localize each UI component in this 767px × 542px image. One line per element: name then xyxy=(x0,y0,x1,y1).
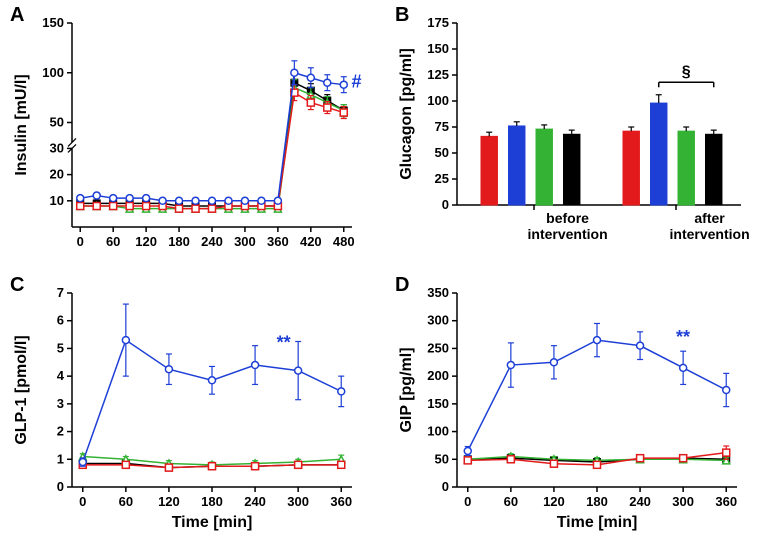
svg-text:1: 1 xyxy=(57,451,64,466)
svg-text:120: 120 xyxy=(543,494,565,509)
svg-text:20: 20 xyxy=(50,167,64,182)
chart-svg: 0 1 2 3 4 5 6 7 0 60 120 180 240 300 360 GLP-1 [pmol/l]… xyxy=(10,275,370,535)
svg-text:4: 4 xyxy=(57,368,65,383)
svg-text:60: 60 xyxy=(119,494,133,509)
svg-text:0: 0 xyxy=(442,479,449,494)
svg-text:#: # xyxy=(351,72,361,92)
svg-text:GIP [pg/ml]: GIP [pg/ml] xyxy=(398,347,415,432)
panel-c-label: C xyxy=(10,274,24,297)
panel-d: 0 50 100 150 200 250 300 350 0 60 120 180 240 300 360 G… xyxy=(395,275,755,535)
svg-text:125: 125 xyxy=(427,67,449,82)
svg-text:300: 300 xyxy=(672,494,694,509)
svg-text:150: 150 xyxy=(427,396,449,411)
svg-text:180: 180 xyxy=(201,494,223,509)
svg-text:§: § xyxy=(682,63,691,80)
svg-text:180: 180 xyxy=(586,494,608,509)
svg-text:3: 3 xyxy=(57,396,64,411)
svg-text:120: 120 xyxy=(135,234,157,249)
svg-text:100: 100 xyxy=(427,424,449,439)
svg-text:240: 240 xyxy=(201,234,223,249)
svg-text:after: after xyxy=(694,210,725,226)
svg-text:**: ** xyxy=(277,332,291,352)
panel-a: 10 20 30 50 100 150 0 60 120 180 240 300 360 420 480 In… xyxy=(10,5,370,255)
svg-text:0: 0 xyxy=(464,494,471,509)
svg-text:100: 100 xyxy=(427,93,449,108)
svg-text:0: 0 xyxy=(442,197,449,212)
panel-a-label: A xyxy=(10,4,24,27)
svg-text:120: 120 xyxy=(158,494,180,509)
panel-d-label: D xyxy=(395,274,409,297)
chart-svg: 10 20 30 50 100 150 0 60 120 180 240 300 360 420 480 In… xyxy=(10,5,370,255)
svg-text:150: 150 xyxy=(42,15,64,30)
svg-text:0: 0 xyxy=(77,234,84,249)
svg-text:300: 300 xyxy=(234,234,256,249)
svg-text:300: 300 xyxy=(287,494,309,509)
svg-text:Glucagon [pg/ml]: Glucagon [pg/ml] xyxy=(398,48,415,180)
svg-text:0: 0 xyxy=(57,479,64,494)
svg-text:360: 360 xyxy=(267,234,289,249)
svg-text:0: 0 xyxy=(79,494,86,509)
svg-text:50: 50 xyxy=(435,145,449,160)
svg-text:2: 2 xyxy=(57,424,64,439)
svg-text:150: 150 xyxy=(427,41,449,56)
svg-text:180: 180 xyxy=(168,234,190,249)
svg-text:30: 30 xyxy=(50,140,64,155)
svg-text:360: 360 xyxy=(330,494,352,509)
svg-text:350: 350 xyxy=(427,285,449,300)
svg-text:GLP-1 [pmol/l]: GLP-1 [pmol/l] xyxy=(13,335,30,444)
svg-text:**: ** xyxy=(676,327,690,347)
svg-text:360: 360 xyxy=(715,494,737,509)
svg-text:intervention: intervention xyxy=(670,226,750,242)
svg-text:Time [min]: Time [min] xyxy=(172,514,253,531)
svg-text:50: 50 xyxy=(50,115,64,130)
svg-text:25: 25 xyxy=(435,171,449,186)
svg-text:240: 240 xyxy=(629,494,651,509)
panel-b: 0 25 50 75 100 125 150 175 Glucagon [pg/ml] befor… xyxy=(395,5,755,255)
svg-text:10: 10 xyxy=(50,193,64,208)
panel-c: 0 1 2 3 4 5 6 7 0 60 120 180 240 300 360 GLP-1 [pmol/l]… xyxy=(10,275,370,535)
panel-b-label: B xyxy=(395,4,409,27)
svg-text:100: 100 xyxy=(42,65,64,80)
svg-text:175: 175 xyxy=(427,15,449,30)
svg-text:60: 60 xyxy=(504,494,518,509)
svg-text:75: 75 xyxy=(435,119,449,134)
svg-text:before: before xyxy=(546,210,589,226)
svg-text:7: 7 xyxy=(57,285,64,300)
svg-text:300: 300 xyxy=(427,313,449,328)
chart-svg: 0 50 100 150 200 250 300 350 0 60 120 180 240 300 360 G… xyxy=(395,275,755,535)
svg-text:50: 50 xyxy=(435,451,449,466)
svg-text:6: 6 xyxy=(57,313,64,328)
chart-svg: 0 25 50 75 100 125 150 175 Glucagon [pg/ml] befor… xyxy=(395,5,755,255)
svg-text:60: 60 xyxy=(106,234,120,249)
svg-text:250: 250 xyxy=(427,340,449,355)
svg-text:5: 5 xyxy=(57,340,64,355)
svg-text:480: 480 xyxy=(333,234,355,249)
svg-text:420: 420 xyxy=(300,234,322,249)
svg-text:240: 240 xyxy=(244,494,266,509)
svg-text:intervention: intervention xyxy=(528,226,608,242)
svg-text:200: 200 xyxy=(427,368,449,383)
svg-text:Time [min]: Time [min] xyxy=(557,514,638,531)
svg-text:Insulin [mU/l]: Insulin [mU/l] xyxy=(13,74,30,175)
